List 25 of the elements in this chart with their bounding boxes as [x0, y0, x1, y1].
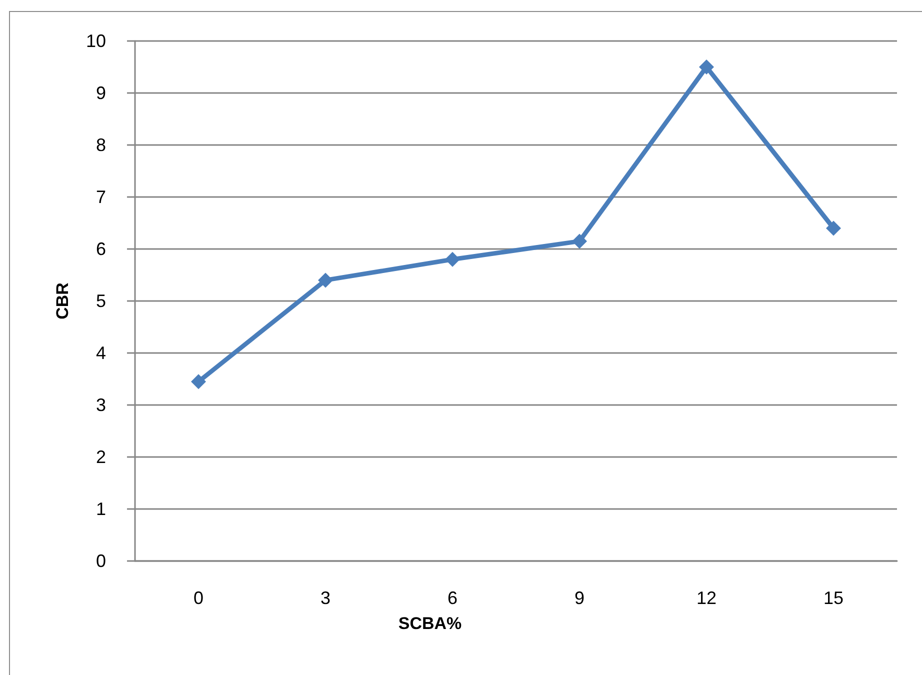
y-tick-label: 3 [96, 395, 106, 415]
y-tick-label: 8 [96, 135, 106, 155]
y-tick-label: 5 [96, 291, 106, 311]
point [572, 234, 587, 249]
x-axis-title: SCBA% [398, 614, 462, 633]
point [826, 220, 841, 236]
x-tick-label: 12 [696, 588, 717, 608]
x-tick-label: 6 [447, 588, 458, 608]
x-tick-label: 15 [823, 588, 844, 608]
point [699, 60, 714, 74]
point [318, 272, 333, 288]
point [445, 252, 460, 267]
y-tick-label: 0 [96, 551, 106, 571]
y-tick-label: 2 [96, 447, 106, 467]
y-tick-label: 1 [96, 499, 106, 519]
y-tick-label: 10 [86, 31, 106, 51]
y-axis-title: CBR [53, 282, 72, 320]
x-tick-label: 3 [320, 588, 331, 608]
y-tick-label: 6 [96, 239, 106, 259]
y-tick-label: 4 [96, 343, 106, 363]
y-tick-label: 9 [96, 83, 106, 103]
x-tick-label: 0 [193, 588, 204, 608]
y-tick-label: 7 [96, 187, 106, 207]
point [191, 374, 206, 390]
x-tick-label: 9 [574, 588, 585, 608]
